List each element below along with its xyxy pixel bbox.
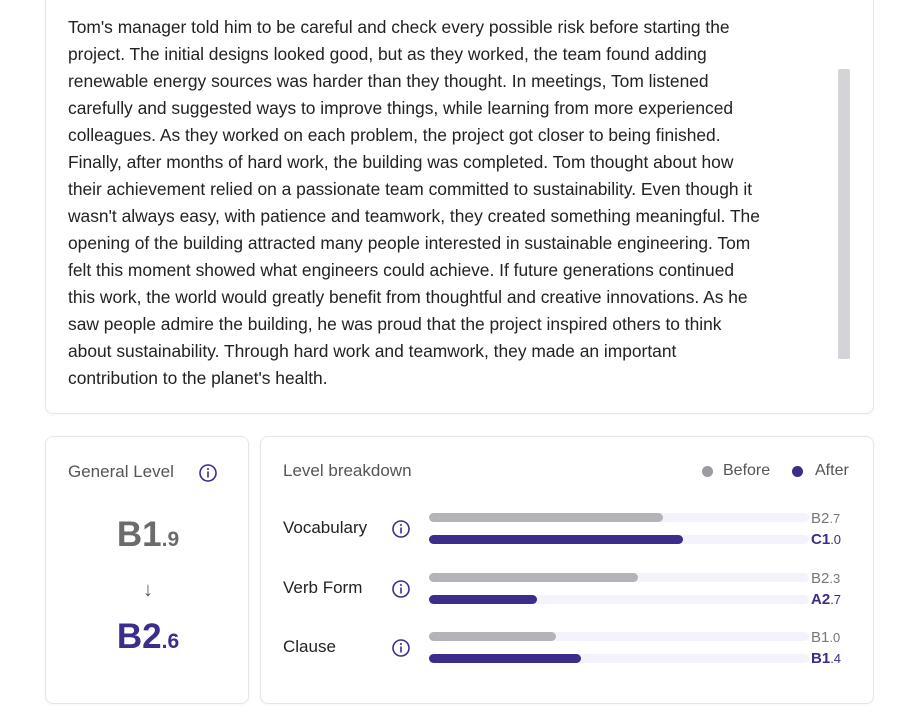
general-level-card: General Level B1.9 ↓ B2.6 — [45, 436, 249, 704]
level-decimal: .6 — [161, 630, 180, 653]
level-decimal: .3 — [829, 571, 841, 586]
level-main: B1 — [116, 515, 162, 554]
bar-track — [429, 595, 809, 604]
level-decimal: .7 — [830, 592, 842, 607]
text-line: about sustainability. Through hard work … — [68, 341, 677, 361]
level-before: B1.0 — [811, 629, 840, 646]
bar-track — [429, 632, 809, 641]
legend-label: After — [815, 462, 849, 479]
legend-dot — [702, 466, 713, 477]
text-line: this work, the world would greatly benef… — [68, 287, 748, 307]
text-line: felt this moment showed what engineers c… — [68, 260, 735, 280]
level-before: B2.3 — [811, 570, 840, 587]
level-after: C1.0 — [811, 531, 841, 548]
row-label: Verb Form — [283, 578, 363, 597]
text-line: carefully and suggested ways to improve … — [68, 98, 734, 118]
bar-after — [429, 654, 581, 663]
level-before: B1.9 — [46, 515, 250, 555]
level-after: A2.7 — [811, 591, 841, 608]
level-main: B2 — [811, 570, 830, 587]
scrollbar[interactable] — [838, 69, 850, 359]
row-label: Vocabulary — [283, 518, 368, 537]
level-main: B1 — [811, 629, 830, 646]
level-main: A2 — [811, 591, 831, 608]
level-before: B2.7 — [811, 510, 840, 527]
bar-after — [429, 595, 537, 604]
level-decimal: .7 — [829, 511, 841, 526]
level-main: B2 — [116, 617, 162, 656]
bar-before — [429, 513, 663, 522]
info-icon[interactable] — [199, 464, 217, 482]
row-label: Clause — [283, 637, 336, 656]
text-line: Finally, after months of hard work, the … — [68, 152, 734, 172]
bar-before — [429, 573, 638, 582]
level-after: B2.6 — [46, 617, 250, 657]
text-line: renewable energy sources was harder than… — [68, 71, 709, 91]
arrow: ↓ — [143, 579, 153, 601]
text-line: saw people admire the building, he was p… — [68, 314, 722, 334]
level-after: B1.4 — [811, 650, 841, 667]
card-title: General Level — [68, 462, 174, 481]
info-icon[interactable] — [392, 580, 410, 598]
bar-after — [429, 535, 683, 544]
text-line: wasn't always easy, with patience and te… — [68, 206, 760, 226]
level-decimal: .9 — [161, 528, 180, 551]
level-main: B1 — [811, 650, 831, 667]
legend-label: Before — [723, 462, 771, 479]
level-decimal: .0 — [830, 532, 842, 547]
text-line: Tom's manager told him to be careful and… — [68, 17, 730, 37]
card-title: Level breakdown — [283, 461, 412, 480]
text-line: project. The initial designs looked good… — [68, 44, 707, 64]
text-line: contribution to the planet's health. — [68, 368, 328, 388]
level-decimal: .4 — [830, 651, 842, 666]
bar-track — [429, 654, 809, 663]
text-card: Tom's manager told him to be careful and… — [45, 0, 874, 414]
bar-before — [429, 632, 556, 641]
info-icon[interactable] — [392, 520, 410, 538]
info-icon[interactable] — [392, 639, 410, 657]
text-line: opening of the building attracted many p… — [68, 233, 751, 253]
text-line: their achievement relied on a passionate… — [68, 179, 753, 199]
level-decimal: .0 — [829, 630, 841, 645]
text-line: colleagues. As they worked on each probl… — [68, 125, 721, 145]
level-main: B2 — [811, 510, 830, 527]
level-main: C1 — [811, 531, 831, 548]
legend-dot — [792, 466, 803, 477]
